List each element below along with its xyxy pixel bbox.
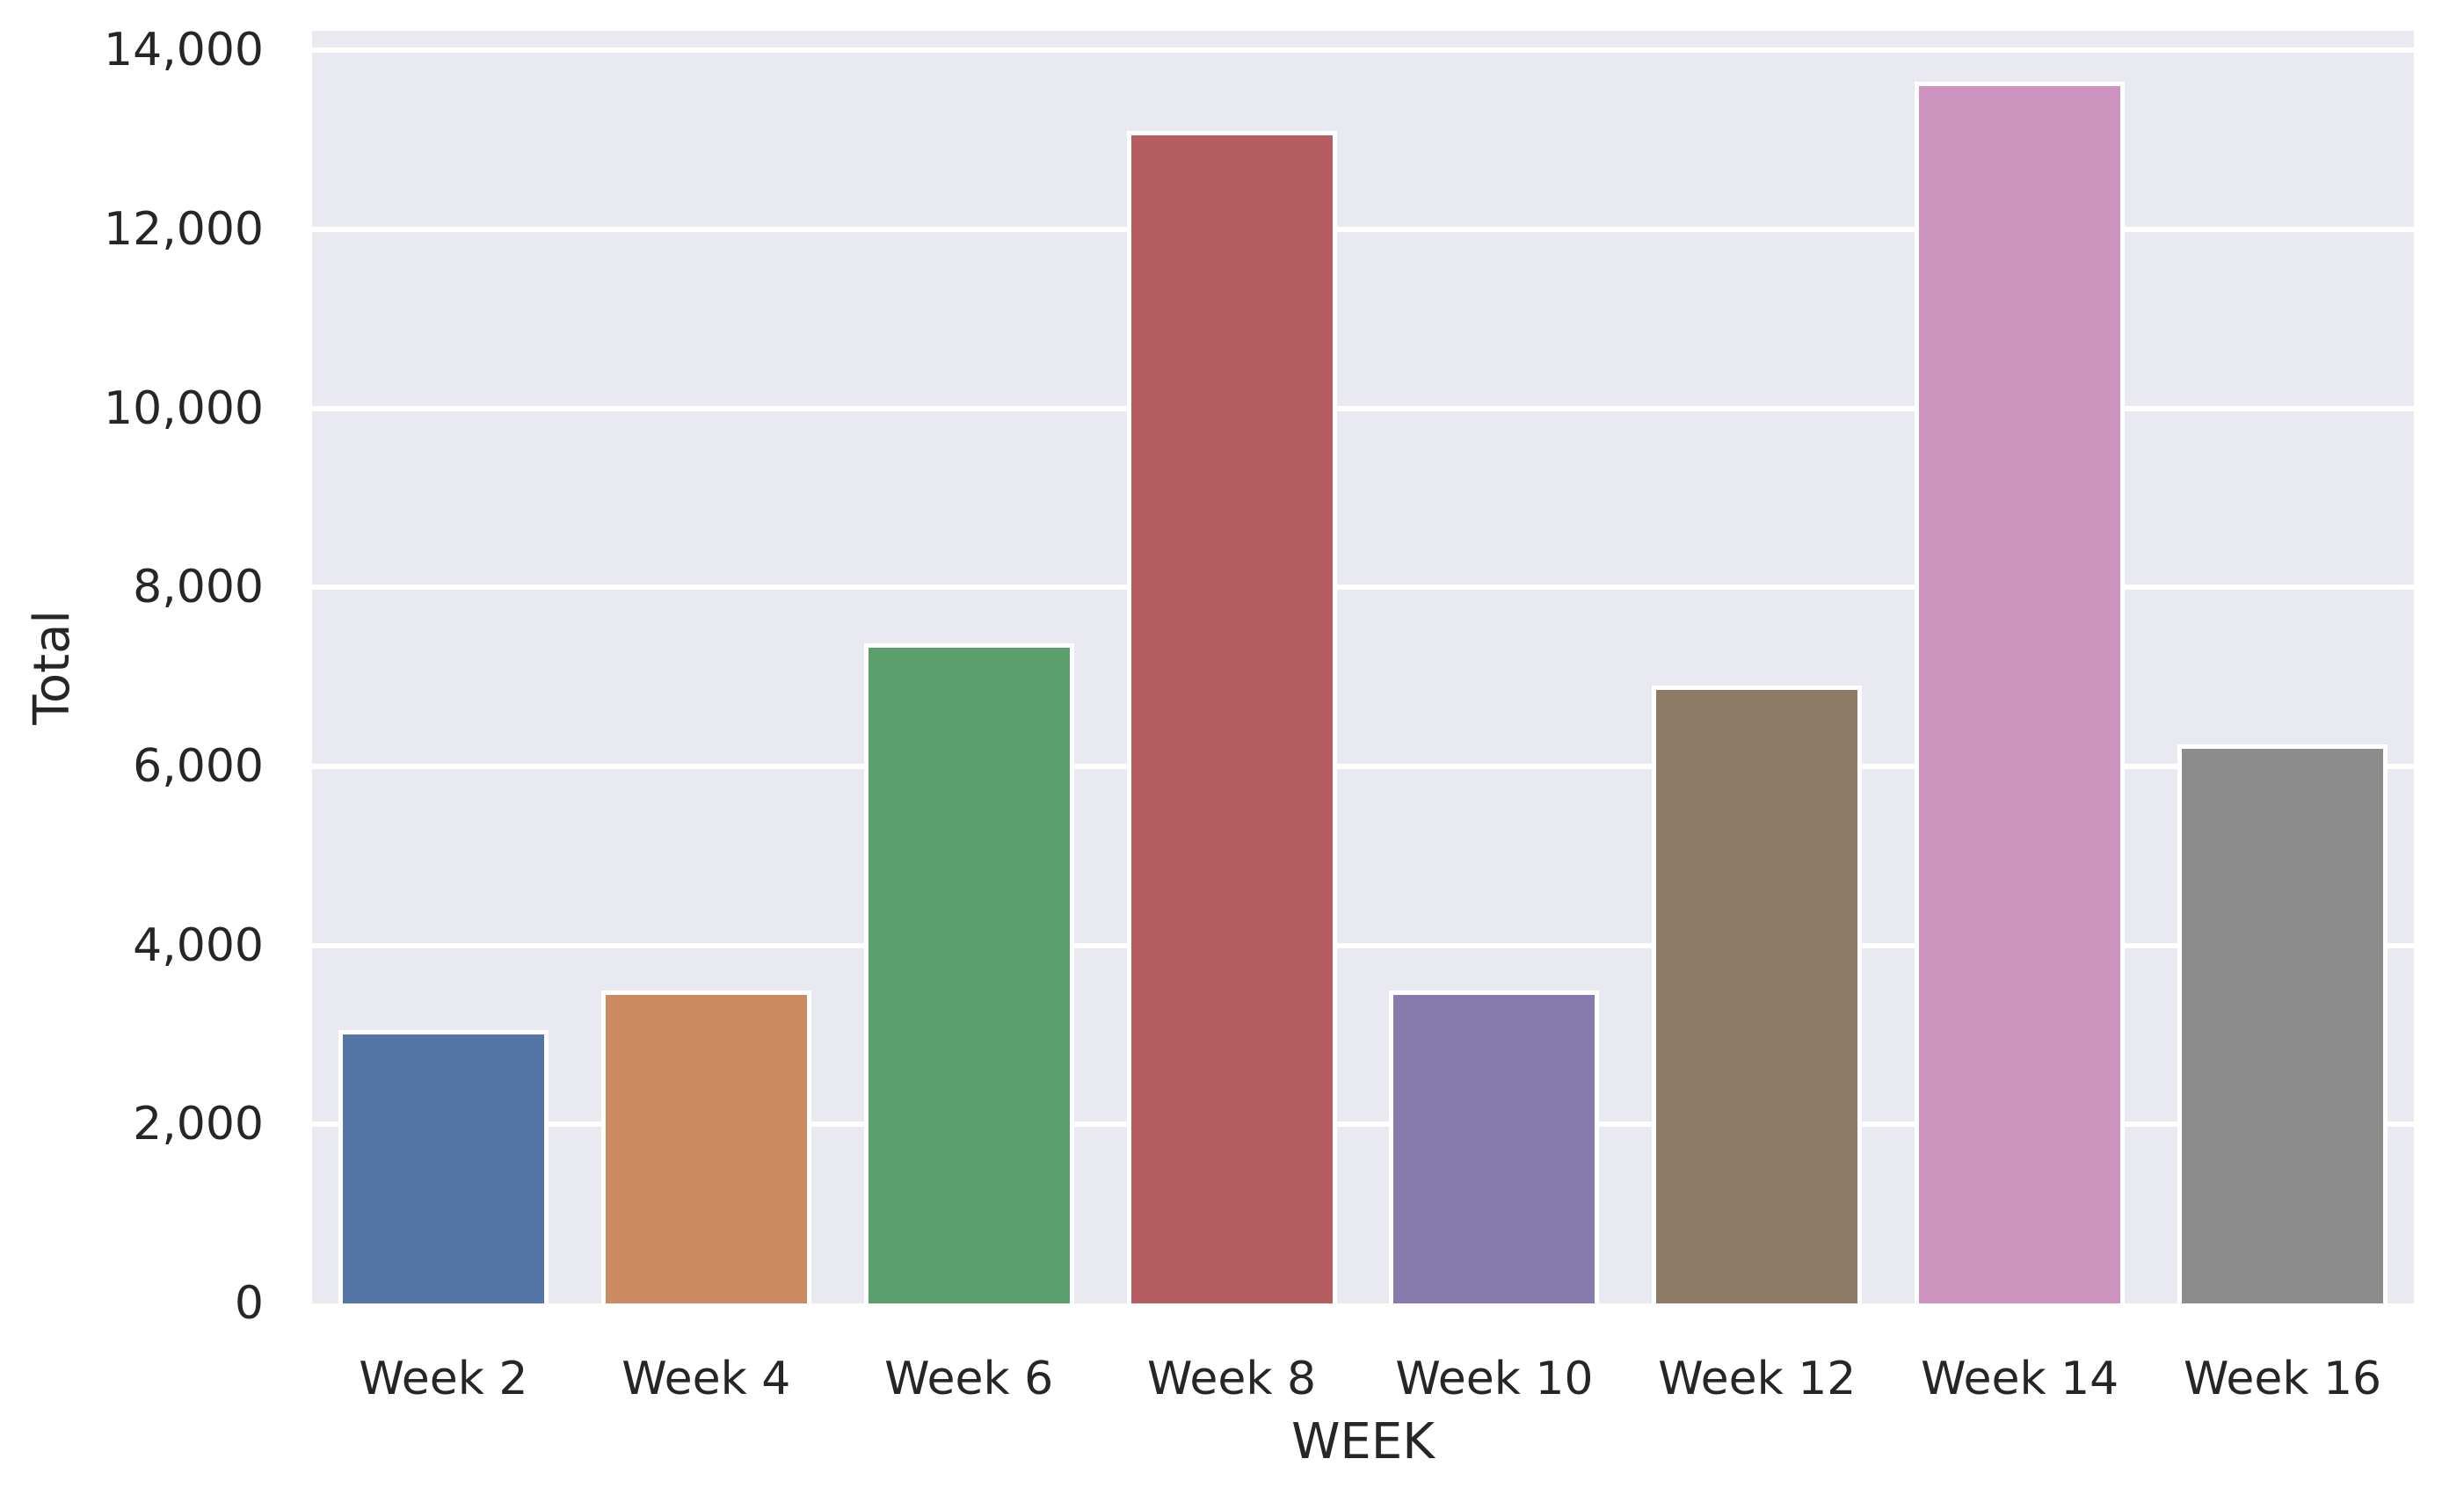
- bar-week-16: [2177, 744, 2388, 1303]
- y-tick-label-0: 0: [234, 1277, 264, 1330]
- y-tick-label-14000: 14,000: [104, 24, 264, 77]
- gridline-y-12000: [312, 227, 2414, 233]
- y-tick-label-2000: 2,000: [133, 1098, 264, 1151]
- gridline-y-6000: [312, 764, 2414, 770]
- y-tick-label-12000: 12,000: [104, 203, 264, 257]
- bar-week-8: [1126, 131, 1337, 1303]
- gridline-y-4000: [312, 942, 2414, 948]
- gridline-y-8000: [312, 584, 2414, 591]
- gridline-y-10000: [312, 405, 2414, 411]
- y-axis-label-wrap: Total: [12, 31, 91, 1303]
- bar-week-6: [863, 642, 1074, 1303]
- x-tick-label-week-16: Week 16: [2183, 1353, 2382, 1405]
- y-axis-label: Total: [23, 609, 81, 725]
- y-tick-label-4000: 4,000: [133, 918, 264, 972]
- bar-week-10: [1389, 990, 1600, 1303]
- bar-week-14: [1915, 82, 2126, 1303]
- x-tick-label-week-4: Week 4: [621, 1353, 791, 1405]
- y-tick-label-10000: 10,000: [104, 381, 264, 435]
- gridline-y-2000: [312, 1121, 2414, 1128]
- plot-area: [312, 31, 2414, 1303]
- bar-week-2: [338, 1030, 549, 1303]
- x-tick-label-week-10: Week 10: [1395, 1353, 1594, 1405]
- y-tick-label-6000: 6,000: [133, 740, 264, 794]
- x-axis-tick-labels: Week 2 Week 4 Week 6 Week 8 Week 10 Week 12 We…: [312, 1303, 2414, 1418]
- y-axis-tick-labels: 0 2,000 4,000 6,000 8,000 10,000 12,000 14,000: [0, 27, 264, 1326]
- x-tick-label-week-14: Week 14: [1921, 1353, 2119, 1405]
- bar-week-12: [1652, 686, 1863, 1303]
- x-axis-label: WEEK: [1291, 1413, 1435, 1470]
- gridline-y-14000: [312, 47, 2414, 54]
- x-tick-label-week-12: Week 12: [1658, 1353, 1857, 1405]
- x-tick-label-week-6: Week 6: [884, 1353, 1054, 1405]
- y-tick-label-8000: 8,000: [133, 561, 264, 614]
- bar-week-4: [600, 990, 811, 1303]
- x-tick-label-week-2: Week 2: [359, 1353, 528, 1405]
- x-tick-label-week-8: Week 8: [1147, 1353, 1317, 1405]
